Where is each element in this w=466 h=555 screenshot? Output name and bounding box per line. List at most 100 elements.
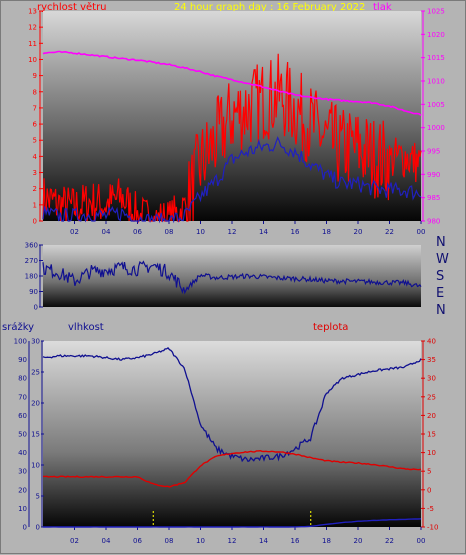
temp-y-tick-label: -10: [427, 524, 438, 532]
temp-y-tick-label: 35: [427, 356, 436, 364]
direction-line: [42, 260, 422, 295]
humidity-plot-area: [43, 341, 421, 527]
rain-y-tick-label: 80: [18, 375, 27, 383]
wind-x-tick-label: 10: [196, 228, 205, 236]
pressure-y-tick-label: 1000: [427, 124, 445, 132]
temp-y-tick-label: 5: [427, 468, 431, 476]
humidity-y-tick-label: 25: [31, 369, 40, 377]
humidity-y-tick-label: 10: [31, 462, 40, 470]
humidity-y-tick-label: 30: [31, 338, 40, 346]
direction-y-tick-label: 180: [25, 273, 38, 281]
wind-x-tick-label: 16: [291, 228, 300, 236]
temperature-line: [43, 449, 422, 488]
compass-label-s: S: [436, 269, 445, 284]
wind-x-tick-label: 06: [133, 228, 142, 236]
wind-y-tick-label: 3: [33, 169, 37, 177]
wind-y-tick-label: 8: [33, 88, 37, 96]
wind-y-tick-label: 7: [33, 104, 37, 112]
rain-y-tick-label: 10: [18, 505, 27, 513]
wind-x-tick-label: 18: [322, 228, 331, 236]
wind-y-tick-label: 5: [33, 137, 37, 145]
compass-label-n2: N: [436, 303, 446, 318]
wind-x-tick-label: 14: [259, 228, 268, 236]
pressure-y-tick-label: 1025: [427, 8, 445, 16]
humidity-y-tick-label: 20: [31, 400, 40, 408]
rain-y-tick-label: 40: [18, 449, 27, 457]
wind-x-tick-label: 12: [228, 228, 237, 236]
compass-label-w: W: [436, 252, 449, 267]
humidity-x-tick-label: 14: [259, 537, 268, 545]
wind-x-tick-label: 04: [102, 228, 111, 236]
humidity-x-tick-label: 20: [354, 537, 363, 545]
humidity-x-tick-label: 22: [385, 537, 394, 545]
wind-y-tick-label: 6: [33, 121, 38, 129]
wind-y-tick-label: 10: [28, 56, 37, 64]
wind-speed-line: [42, 53, 422, 224]
temp-y-tick-label: -5: [427, 505, 434, 513]
wind-y-tick-label: 11: [28, 40, 37, 48]
wind-x-tick-label: 02: [70, 228, 79, 236]
rain-y-tick-label: 100: [14, 338, 27, 346]
humidity-x-tick-label: 00: [417, 537, 426, 545]
compass-label-n: N: [436, 235, 446, 250]
wind-y-tick-label: 9: [33, 72, 37, 80]
temp-y-tick-label: 30: [427, 375, 436, 383]
wind-x-tick-label: 22: [385, 228, 394, 236]
humidity-y-tick-label: 15: [31, 431, 40, 439]
humidity-x-tick-label: 06: [133, 537, 142, 545]
humidity-x-tick-label: 18: [322, 537, 331, 545]
humidity-label: vlhkost: [68, 322, 104, 333]
rain-line: [43, 518, 422, 528]
compass-label-e: E: [436, 286, 445, 301]
rain-y-tick-label: 60: [18, 412, 27, 420]
temp-y-tick-label: 0: [427, 486, 431, 494]
pressure-line: [42, 50, 422, 116]
wind-y-tick-label: 1: [33, 201, 37, 209]
wind-average-line: [42, 136, 422, 224]
wind-y-tick-label: 0: [33, 218, 37, 226]
humidity-x-tick-label: 10: [196, 537, 205, 545]
direction-y-tick-label: 0: [34, 304, 38, 312]
pressure-y-tick-label: 985: [427, 194, 440, 202]
pressure-y-tick-label: 1015: [427, 54, 445, 62]
rain-y-tick-label: 30: [18, 468, 27, 476]
humidity-x-tick-label: 04: [102, 537, 111, 545]
rain-y-tick-label: 20: [18, 486, 27, 494]
direction-y-tick-label: 90: [29, 288, 38, 296]
direction-y-tick-label: 270: [25, 257, 38, 265]
humidity-x-tick-label: 08: [165, 537, 174, 545]
wind-y-tick-label: 2: [33, 185, 37, 193]
wind-y-tick-label: 4: [33, 153, 38, 161]
humidity-x-tick-label: 12: [228, 537, 237, 545]
pressure-y-tick-label: 990: [427, 171, 440, 179]
wind-y-tick-label: 13: [28, 8, 37, 16]
wind-x-tick-label: 08: [165, 228, 174, 236]
temperature-label: teplota: [313, 322, 349, 333]
humidity-x-tick-label: 02: [70, 537, 79, 545]
rain-y-tick-label: 50: [18, 431, 27, 439]
pressure-y-tick-label: 995: [427, 148, 440, 156]
humidity-y-tick-label: 5: [36, 493, 40, 501]
pressure-y-tick-label: 1010: [427, 78, 445, 86]
temp-y-tick-label: 10: [427, 449, 436, 457]
wind-x-tick-label: 00: [417, 228, 426, 236]
humidity-x-tick-label: 16: [291, 537, 300, 545]
chart-title: 24 hour graph day : 16 February 2022: [174, 2, 366, 13]
humidity-y-tick-label: 0: [36, 524, 40, 532]
wind-x-tick-label: 20: [354, 228, 363, 236]
wind-speed-label: rychlost větru: [37, 2, 107, 13]
pressure-y-tick-label: 1020: [427, 31, 445, 39]
temp-y-tick-label: 25: [427, 393, 436, 401]
pressure-y-tick-label: 980: [427, 218, 440, 226]
wind-plot-area: [43, 11, 421, 221]
rain-y-tick-label: 0: [23, 524, 27, 532]
pressure-y-tick-label: 1005: [427, 101, 445, 109]
rain-y-tick-label: 70: [18, 393, 27, 401]
temp-y-tick-label: 20: [427, 412, 436, 420]
direction-y-tick-label: 360: [25, 242, 38, 250]
wind-y-tick-label: 12: [28, 24, 37, 32]
rain-label: srážky: [2, 322, 35, 333]
temp-y-tick-label: 40: [427, 338, 436, 346]
